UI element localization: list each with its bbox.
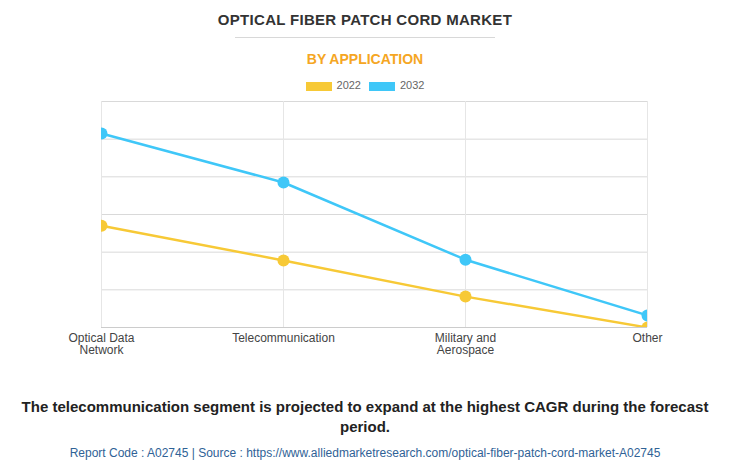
html-text:The telecommunication segment: The telecommunication segment is project… <box>21 398 709 435</box>
svg-text:Military andAerospace: Military andAerospace <box>435 331 496 357</box>
html-text:2032: 2032 <box>400 79 425 91</box>
html-text:BY APPLICATION: BY APPLICATION <box>306 51 424 67</box>
svg-text:Optical DataNetwork: Optical DataNetwork <box>68 331 134 357</box>
html-text:OPTICAL FIBER PATCH CORD MARKE: OPTICAL FIBER PATCH CORD MARKET <box>217 11 513 28</box>
html-text:Report Code : A02745 | Source: Report Code : A02745 | Source : https://… <box>69 446 661 460</box>
html-text:2022: 2022 <box>336 79 361 91</box>
svg-text:Other: Other <box>632 331 662 345</box>
svg-text:Telecommunication: Telecommunication <box>232 331 335 345</box>
